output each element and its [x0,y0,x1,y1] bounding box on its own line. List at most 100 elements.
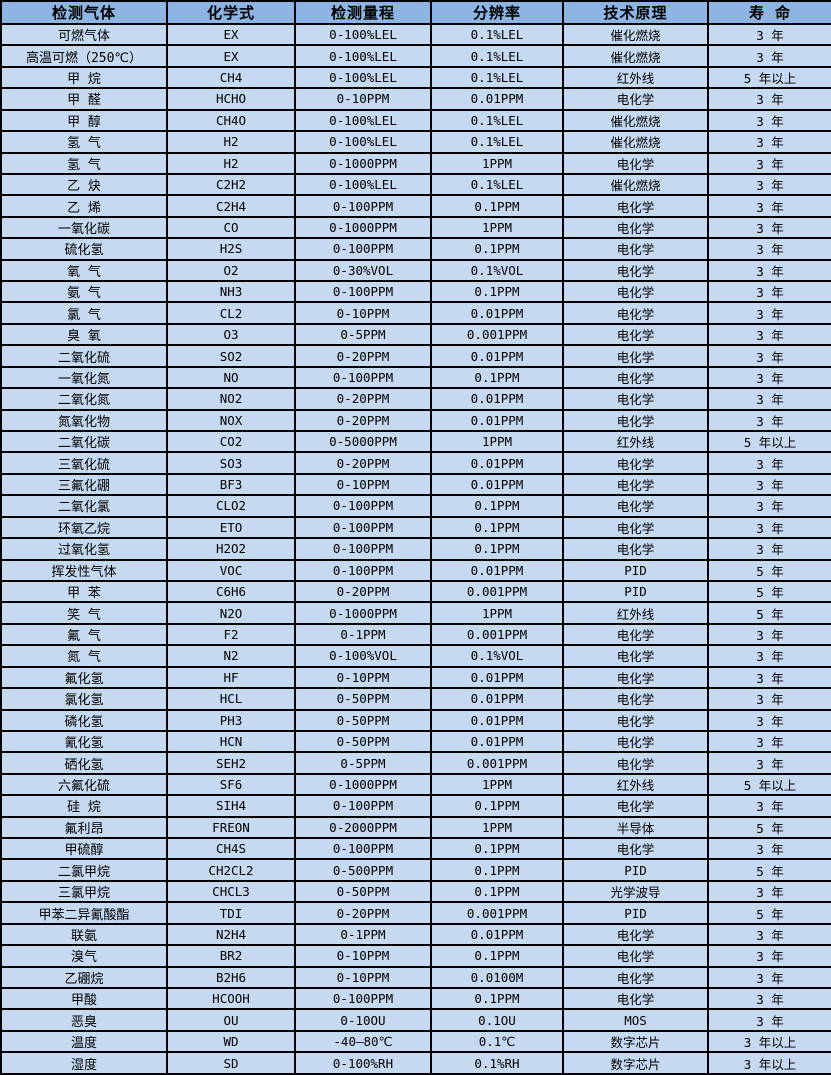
cell-formula: CO2 [166,429,296,454]
cell-lifespan: 3 年 [707,172,831,197]
cell-lifespan: 3 年 [707,151,831,175]
cell-principle: 红外线 [562,772,709,797]
cell-range: 0-100PPM [294,280,432,304]
cell-resolution: 0.01PPM [430,708,564,732]
cell-resolution: 0.1PPM [430,944,564,968]
cell-range: 0-100PPM [294,494,432,518]
cell-formula: C2H4 [166,194,296,218]
table-row: 可燃气体 EX 0-100%LEL 0.1%LEL 催化燃烧 3 年 [0,22,831,47]
cell-formula: CH4O [166,108,296,133]
cell-gas: 磷化氢 [0,708,168,732]
table-row: 氨 气 NH3 0-100PPM 0.1PPM 电化学 3 年 [0,280,831,304]
cell-lifespan: 3 年 [707,130,831,154]
cell-gas: 氟化氢 [0,665,168,690]
cell-principle: PID [562,901,709,925]
cell-range: 0-100PPM [294,194,432,218]
cell-gas: 甲 醛 [0,87,168,111]
table-row: 二氧化硫 SO2 0-20PPM 0.01PPM 电化学 3 年 [0,344,831,368]
cell-lifespan: 5 年 [707,558,831,582]
cell-formula: N2 [166,644,296,668]
cell-formula: BR2 [166,944,296,968]
cell-lifespan: 3 年 [707,644,831,668]
table-row: 三氯甲烷 CHCL3 0-50PPM 0.1PPM 光学波导 3 年 [0,879,831,904]
cell-principle: 半导体 [562,815,709,840]
cell-principle: 电化学 [562,729,709,754]
cell-gas: 温度 [0,1029,168,1054]
cell-formula: CLO2 [166,494,296,518]
cell-gas: 六氟化硫 [0,772,168,797]
cell-lifespan: 3 年 [707,965,831,990]
cell-gas: 氮氧化物 [0,408,168,433]
table-row: 三氟化硼 BF3 0-10PPM 0.01PPM 电化学 3 年 [0,472,831,497]
cell-principle: 电化学 [562,537,709,561]
cell-gas: 甲苯二异氰酸酯 [0,901,168,925]
cell-formula: SD [166,1051,296,1075]
cell-resolution: 0.1PPM [430,986,564,1011]
cell-formula: ETO [166,515,296,540]
cell-lifespan: 3 年 [707,237,831,261]
cell-principle: 电化学 [562,494,709,518]
table-row: 甲苯二异氰酸酯 TDI 0-20PPM 0.001PPM PID 5 年 [0,901,831,925]
cell-formula: H2S [166,237,296,261]
cell-formula: NOX [166,408,296,433]
table-row: 乙 炔 C2H2 0-100%LEL 0.1%LEL 催化燃烧 3 年 [0,172,831,197]
cell-gas: 氨 气 [0,280,168,304]
table-row: 温度 WD -40—80℃ 0.1℃ 数字芯片 3 年以上 [0,1029,831,1054]
cell-principle: 电化学 [562,965,709,990]
cell-formula: N2O [166,601,296,625]
cell-range: 0-50PPM [294,729,432,754]
table-row: 高温可燃（250℃） EX 0-100%LEL 0.1%LEL 催化燃烧 3 年 [0,44,831,68]
cell-gas: 甲硫醇 [0,837,168,861]
cell-principle: 电化学 [562,322,709,347]
cell-range: 0-10PPM [294,965,432,990]
cell-resolution: 0.01PPM [430,87,564,111]
cell-range: 0-100%LEL [294,65,432,90]
cell-gas: 三氧化硫 [0,451,168,475]
cell-range: 0-10PPM [294,944,432,968]
cell-resolution: 0.1OU [430,1008,564,1032]
cell-gas: 氰化氢 [0,729,168,754]
table-row: 一氧化氮 NO 0-100PPM 0.1PPM 电化学 3 年 [0,365,831,390]
cell-gas: 氯 气 [0,301,168,325]
cell-range: 0-1PPM [294,922,432,947]
cell-range: 0-100PPM [294,837,432,861]
cell-range: 0-50PPM [294,708,432,732]
cell-gas: 二氧化碳 [0,429,168,454]
table-row: 氟化氢 HF 0-10PPM 0.01PPM 电化学 3 年 [0,665,831,690]
column-header-resolution: 分辨率 [430,0,564,25]
cell-range: 0-1PPM [294,622,432,647]
table-row: 笑 气 N2O 0-1000PPM 1PPM 红外线 5 年 [0,601,831,625]
cell-formula: SIH4 [166,794,296,818]
cell-range: 0-5PPM [294,322,432,347]
cell-formula: HCL [166,687,296,711]
cell-range: 0-20PPM [294,579,432,604]
cell-resolution: 0.01PPM [430,408,564,433]
cell-range: 0-10PPM [294,472,432,497]
cell-lifespan: 3 年 [707,215,831,240]
cell-formula: VOC [166,558,296,582]
cell-gas: 氧 气 [0,258,168,283]
cell-resolution: 0.1PPM [430,837,564,861]
cell-lifespan: 3 年 [707,108,831,133]
cell-resolution: 0.01PPM [430,687,564,711]
cell-lifespan: 3 年 [707,837,831,861]
table-row: 氟利昂 FREON 0-2000PPM 1PPM 半导体 5 年 [0,815,831,840]
cell-formula: CH4 [166,65,296,90]
cell-formula: SF6 [166,772,296,797]
cell-principle: 电化学 [562,194,709,218]
cell-resolution: 0.01PPM [430,301,564,325]
cell-range: 0-1000PPM [294,601,432,625]
cell-formula: C6H6 [166,579,296,604]
cell-resolution: 0.001PPM [430,622,564,647]
cell-gas: 氢 气 [0,151,168,175]
table-row: 二氧化氯 CLO2 0-100PPM 0.1PPM 电化学 3 年 [0,494,831,518]
cell-principle: 电化学 [562,644,709,668]
table-row: 氯 气 CL2 0-10PPM 0.01PPM 电化学 3 年 [0,301,831,325]
cell-resolution: 0.1PPM [430,858,564,882]
cell-principle: 电化学 [562,365,709,390]
cell-lifespan: 3 年 [707,537,831,561]
cell-resolution: 0.01PPM [430,729,564,754]
cell-resolution: 0.1%LEL [430,172,564,197]
cell-resolution: 0.01PPM [430,344,564,368]
cell-resolution: 0.001PPM [430,322,564,347]
